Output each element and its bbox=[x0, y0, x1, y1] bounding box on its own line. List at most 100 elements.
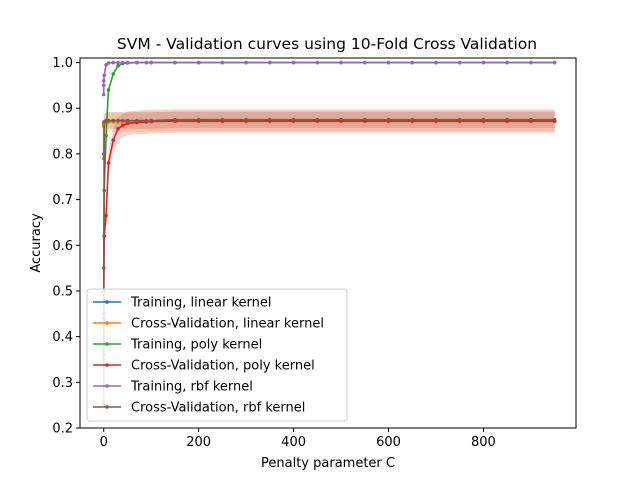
data-point bbox=[111, 138, 116, 143]
data-point bbox=[291, 60, 296, 65]
data-point bbox=[125, 60, 130, 65]
data-point bbox=[106, 61, 111, 65]
data-point bbox=[111, 118, 116, 123]
data-point bbox=[149, 60, 153, 65]
data-point bbox=[120, 60, 125, 65]
data-point bbox=[244, 117, 248, 122]
data-point bbox=[529, 60, 533, 65]
data-point bbox=[173, 117, 177, 122]
legend-marker bbox=[105, 342, 109, 346]
data-point bbox=[116, 63, 120, 68]
data-point bbox=[135, 60, 139, 65]
legend-marker bbox=[105, 363, 109, 367]
legend-marker bbox=[105, 300, 109, 304]
data-point bbox=[149, 118, 153, 123]
y-tick-label: 0.3 bbox=[52, 376, 73, 391]
data-point bbox=[434, 60, 438, 65]
y-tick-label: 0.4 bbox=[52, 330, 73, 345]
legend-label: Training, rbf kernel bbox=[130, 380, 253, 395]
legend-item: Cross-Validation, linear kernel bbox=[93, 317, 324, 332]
legend-marker bbox=[105, 321, 109, 325]
data-point bbox=[111, 60, 116, 65]
plot-area-frame bbox=[79, 57, 577, 429]
data-point bbox=[315, 117, 320, 122]
data-point bbox=[386, 117, 391, 122]
legend-label: Cross-Validation, rbf kernel bbox=[131, 401, 305, 416]
legend: Training, linear kernel Cross-Validation,… bbox=[86, 288, 348, 422]
data-point bbox=[101, 83, 106, 88]
data-point bbox=[291, 117, 296, 122]
data-point bbox=[268, 60, 272, 65]
confidence-bands bbox=[103, 109, 555, 414]
legend-marker bbox=[105, 405, 109, 409]
y-tick-label: 0.2 bbox=[52, 422, 73, 437]
legend-item: Cross-Validation, poly kernel bbox=[93, 359, 315, 374]
data-point bbox=[362, 117, 367, 122]
x-axis-ticks: 0 200 400 600 800 bbox=[100, 428, 496, 450]
chart-title: SVM - Validation curves using 10-Fold Cr… bbox=[117, 35, 537, 53]
y-tick-label: 1.0 bbox=[52, 56, 73, 71]
data-point bbox=[116, 118, 120, 123]
data-point bbox=[120, 118, 125, 123]
y-tick-label: 0.7 bbox=[52, 193, 73, 208]
data-point bbox=[120, 123, 125, 128]
data-point bbox=[339, 60, 343, 65]
x-tick-label: 400 bbox=[281, 435, 306, 450]
data-point bbox=[104, 213, 108, 218]
data-point bbox=[220, 117, 225, 122]
data-point bbox=[144, 118, 149, 123]
x-tick-label: 600 bbox=[376, 435, 401, 450]
data-point bbox=[481, 60, 486, 65]
series-cross-validation-rbf-kernel bbox=[101, 117, 557, 407]
data-point bbox=[410, 117, 415, 122]
series-cross-validation-poly-kernel bbox=[101, 119, 557, 362]
data-point bbox=[362, 60, 367, 65]
y-tick-label: 0.9 bbox=[52, 102, 73, 117]
x-axis-label: Penalty parameter C bbox=[261, 456, 395, 471]
data-point bbox=[196, 60, 201, 65]
series-training-rbf-kernel bbox=[101, 60, 557, 97]
data-point bbox=[106, 161, 111, 165]
data-point bbox=[102, 73, 107, 78]
x-tick-label: 800 bbox=[471, 435, 496, 450]
legend-marker bbox=[105, 384, 109, 388]
data-point bbox=[173, 60, 177, 65]
data-point bbox=[111, 72, 116, 76]
data-point bbox=[268, 117, 272, 122]
data-point bbox=[457, 117, 462, 122]
legend-label: Training, poly kernel bbox=[130, 338, 262, 353]
legend-box bbox=[86, 288, 348, 422]
data-point bbox=[101, 79, 106, 83]
data-point bbox=[106, 118, 111, 123]
data-point bbox=[386, 60, 391, 65]
data-point bbox=[135, 118, 139, 123]
legend-item: Training, linear kernel bbox=[93, 296, 272, 311]
legend-item: Training, poly kernel bbox=[93, 338, 262, 353]
data-point bbox=[106, 88, 111, 92]
y-tick-label: 0.5 bbox=[52, 284, 73, 299]
data-point bbox=[144, 60, 149, 65]
data-point bbox=[101, 92, 106, 97]
x-tick-label: 0 bbox=[100, 435, 108, 450]
data-point bbox=[481, 117, 486, 122]
y-tick-label: 0.6 bbox=[52, 239, 73, 254]
data-point bbox=[505, 117, 509, 122]
series-line-cross-validation-poly-kernel bbox=[102, 120, 555, 360]
data-point bbox=[315, 60, 320, 65]
series-lines bbox=[101, 60, 557, 407]
data-point bbox=[220, 60, 225, 65]
data-point bbox=[244, 60, 248, 65]
data-point bbox=[196, 117, 201, 122]
data-point bbox=[410, 60, 415, 65]
data-point bbox=[457, 60, 462, 65]
data-point bbox=[125, 121, 130, 126]
data-point bbox=[104, 133, 108, 138]
legend-item: Cross-Validation, rbf kernel bbox=[93, 401, 305, 416]
y-tick-label: 0.8 bbox=[52, 147, 73, 162]
data-point bbox=[116, 60, 120, 65]
data-point bbox=[116, 127, 120, 131]
data-point bbox=[552, 60, 557, 65]
data-point bbox=[434, 117, 438, 122]
data-point bbox=[125, 118, 130, 123]
